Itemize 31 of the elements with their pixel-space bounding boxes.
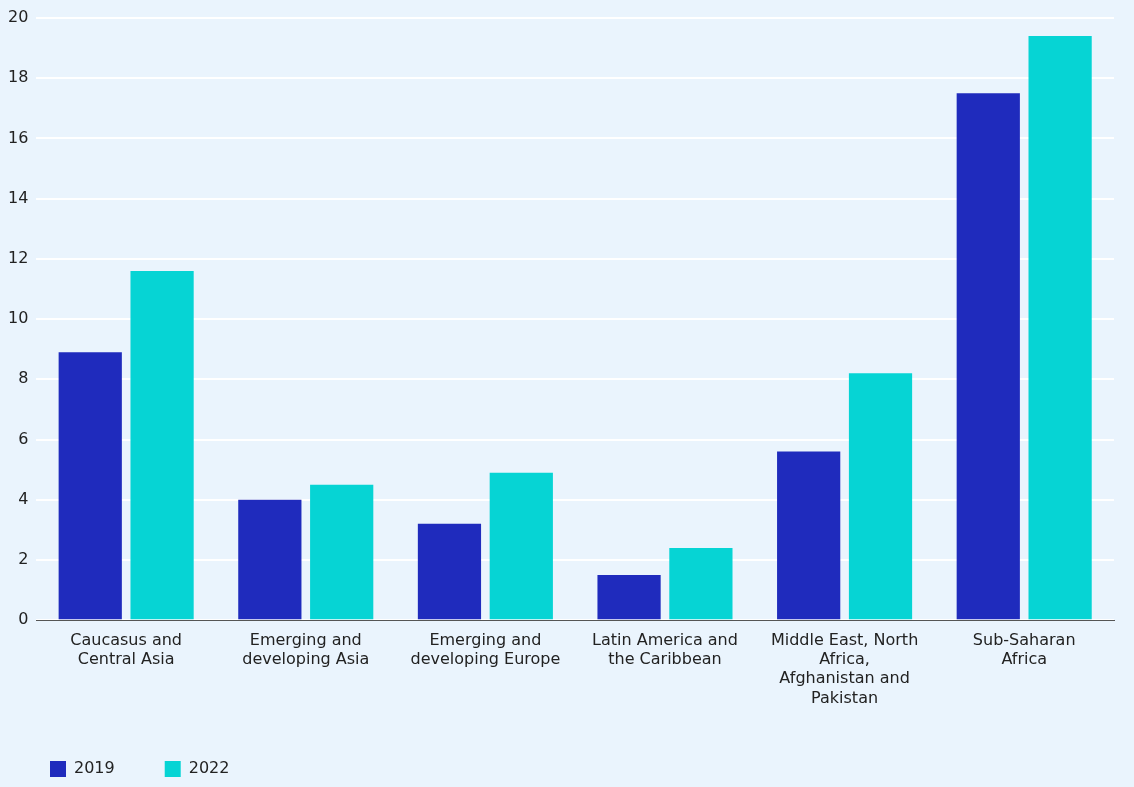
x-tick-label: Latin America and the Caribbean [592, 629, 738, 669]
y-tick-label: 10 [8, 308, 29, 328]
bar [597, 575, 661, 620]
bar [669, 547, 733, 620]
x-tick-label: Sub-Saharan Africa [972, 629, 1076, 669]
y-tick-label: 12 [8, 248, 29, 268]
bar [58, 352, 122, 620]
legend-label: 2022 [188, 758, 230, 778]
bar [848, 373, 913, 620]
bar [1028, 36, 1092, 620]
x-tick-label: Emerging and developing Asia [242, 629, 370, 669]
bar [489, 472, 553, 620]
legend-label: 2019 [74, 758, 115, 778]
y-tick-label: 0 [18, 609, 29, 629]
y-tick-label: 14 [8, 187, 29, 207]
x-tick-label: Middle East, North Africa, Afghanistan and Pakistan [770, 629, 919, 707]
y-tick-label: 16 [8, 127, 29, 147]
y-tick-label: 8 [18, 368, 29, 388]
x-tick-label: Caucasus and Central Asia [70, 629, 183, 669]
bar [130, 270, 194, 620]
bar [238, 499, 302, 620]
y-tick-label: 6 [18, 428, 29, 448]
y-tick-label: 20 [8, 7, 29, 27]
bar [417, 523, 482, 620]
y-tick-label: 2 [18, 549, 29, 569]
bar [310, 484, 374, 620]
y-tick-label: 4 [18, 488, 29, 508]
y-tick-label: 18 [8, 67, 29, 87]
bar [777, 451, 841, 620]
x-tick-label: Emerging and developing Europe [410, 629, 561, 669]
bar [956, 93, 1020, 620]
